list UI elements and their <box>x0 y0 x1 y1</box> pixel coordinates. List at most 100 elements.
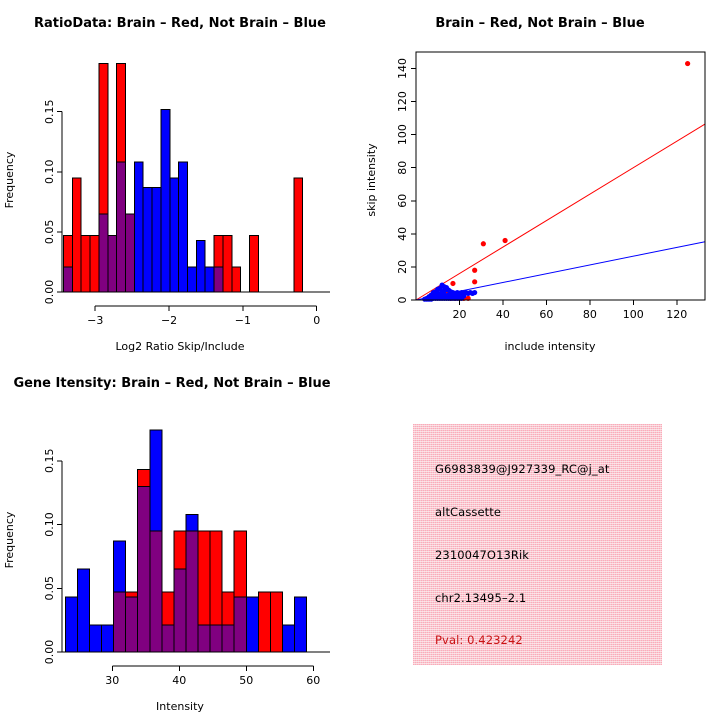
histogram-bar <box>88 624 103 653</box>
x-axis-tick-label: 50 <box>239 674 253 687</box>
locus-text: chr2.13495–2.1 <box>435 591 527 605</box>
ratio-histogram-ylabel: Frequency <box>3 151 16 208</box>
y-axis-tick-label: 140 <box>396 58 409 79</box>
y-axis-tick-label: 0.10 <box>43 512 56 537</box>
x-axis-tick-label: −1 <box>235 314 251 327</box>
histogram-bar-overlap <box>98 213 109 293</box>
panel-probeset-info: G6983839@J927339_RC@j_at altCassette 231… <box>360 360 720 720</box>
histogram-bar <box>71 177 82 293</box>
histogram-bar <box>76 568 90 653</box>
histogram-bar-overlap <box>233 596 247 653</box>
x-axis-tick-label: −2 <box>161 314 177 327</box>
x-axis-tick-label: 0 <box>313 314 320 327</box>
histogram-bar-overlap <box>173 568 187 653</box>
scatter-point <box>685 60 691 67</box>
histogram-bar-overlap <box>116 161 126 293</box>
y-axis-tick-label: 40 <box>396 227 409 241</box>
histogram-bar <box>222 235 233 293</box>
scatter-plot-area <box>415 60 706 302</box>
histogram-bar <box>80 235 91 293</box>
scatter-title: Brain – Red, Not Brain – Blue <box>435 16 644 31</box>
pval-text: Pval: 0.423242 <box>435 633 523 647</box>
y-axis-tick-label: 0.15 <box>43 99 56 124</box>
histogram-bar <box>178 161 189 293</box>
y-axis-tick-label: 0.05 <box>43 576 56 601</box>
x-axis-tick-label: 20 <box>452 308 466 321</box>
ratio-histogram-xlabel: Log2 Ratio Skip/Include <box>115 340 244 353</box>
histogram-bar-overlap <box>149 530 163 653</box>
scatter-xlabel: include intensity <box>504 340 596 353</box>
histogram-bar <box>195 239 206 293</box>
x-axis-tick-label: 60 <box>306 674 320 687</box>
histogram-bar-overlap <box>185 530 199 653</box>
histogram-bar <box>204 266 215 293</box>
x-axis-tick-label: 120 <box>666 308 687 321</box>
y-axis-tick-label: 0 <box>396 297 409 304</box>
y-axis-tick-label: 80 <box>396 161 409 175</box>
ratio-histogram-svg: RatioData: Brain – Red, Not Brain – Blue… <box>3 16 330 353</box>
gene-symbol-text: 2310047O13Rik <box>435 548 530 562</box>
scatter-point <box>450 280 456 287</box>
histogram-bar <box>89 235 100 293</box>
event-type-text: altCassette <box>435 505 502 519</box>
histogram-bar <box>293 177 304 293</box>
panel-gene-intensity-histogram: Gene Itensity: Brain – Red, Not Brain – … <box>0 360 360 720</box>
gene-histogram-title: Gene Itensity: Brain – Red, Not Brain – … <box>13 376 330 391</box>
scatter-svg: Brain – Red, Not Brain – Blue 0 20 40 60 80 1… <box>365 16 706 353</box>
y-axis-tick-label: 120 <box>396 91 409 112</box>
histogram-bar <box>249 235 259 293</box>
y-axis-tick-label: 0.05 <box>43 220 56 245</box>
y-axis-tick-label: 0.15 <box>43 449 56 474</box>
x-axis-tick-label: 80 <box>583 308 597 321</box>
histogram-bar-overlap <box>107 235 118 293</box>
histogram-bar-overlap <box>161 624 175 653</box>
gene-histogram-xlabel: Intensity <box>156 700 204 713</box>
scatter-frame <box>415 51 706 301</box>
histogram-bar <box>169 177 180 293</box>
histogram-bar <box>257 591 271 653</box>
histogram-bar <box>133 161 144 293</box>
y-axis-tick-label: 0.10 <box>43 160 56 185</box>
histogram-bar <box>293 596 308 653</box>
histogram-bar-overlap <box>113 591 127 653</box>
x-axis-tick-label: 40 <box>172 674 186 687</box>
scatter-point <box>472 267 478 273</box>
histogram-bar-overlap <box>62 266 73 293</box>
histogram-bar-overlap <box>209 624 223 653</box>
scatter-point <box>480 241 486 247</box>
scatter-point <box>502 237 508 244</box>
scatter-point <box>428 296 434 302</box>
scatter-axes: 0 20 40 60 80 100 120 140 20 40 60 80 100 120 <box>396 51 706 321</box>
scatter-point <box>441 288 447 294</box>
histogram-bar-overlap <box>125 596 139 653</box>
gene-histogram-svg: Gene Itensity: Brain – Red, Not Brain – … <box>3 376 331 713</box>
histogram-bar <box>281 624 295 653</box>
histogram-bar <box>101 624 115 653</box>
gene-histogram-ylabel: Frequency <box>3 511 16 568</box>
scatter-fit-line <box>415 123 706 301</box>
y-axis-tick-label: 60 <box>396 194 409 208</box>
x-axis-tick-label: 30 <box>105 674 119 687</box>
scatter-ylabel: skip intensity <box>365 143 378 217</box>
histogram-bar-overlap <box>221 624 235 653</box>
histogram-bar-overlap <box>137 485 151 653</box>
histogram-bar <box>269 591 283 653</box>
panel-ratio-histogram: RatioData: Brain – Red, Not Brain – Blue… <box>0 0 360 360</box>
x-axis-tick-label: 100 <box>623 308 644 321</box>
histogram-bar <box>231 266 242 293</box>
x-axis-tick-label: 40 <box>496 308 510 321</box>
probeset-info-box: G6983839@J927339_RC@j_at altCassette 231… <box>413 424 662 665</box>
scatter-point <box>472 279 478 285</box>
x-axis-tick-label: 60 <box>539 308 553 321</box>
y-axis-tick-label: 0.00 <box>43 640 56 665</box>
histogram-bar <box>142 186 153 293</box>
y-axis-tick-label: 100 <box>396 124 409 145</box>
scatter-point <box>472 289 478 296</box>
histogram-bar-overlap <box>213 266 224 293</box>
histogram-bar-overlap <box>124 213 135 293</box>
ratio-histogram-bars <box>62 63 304 293</box>
x-axis-tick-label: −3 <box>87 314 103 327</box>
scatter-fit-line <box>415 241 706 301</box>
y-axis-tick-label: 20 <box>396 260 409 274</box>
